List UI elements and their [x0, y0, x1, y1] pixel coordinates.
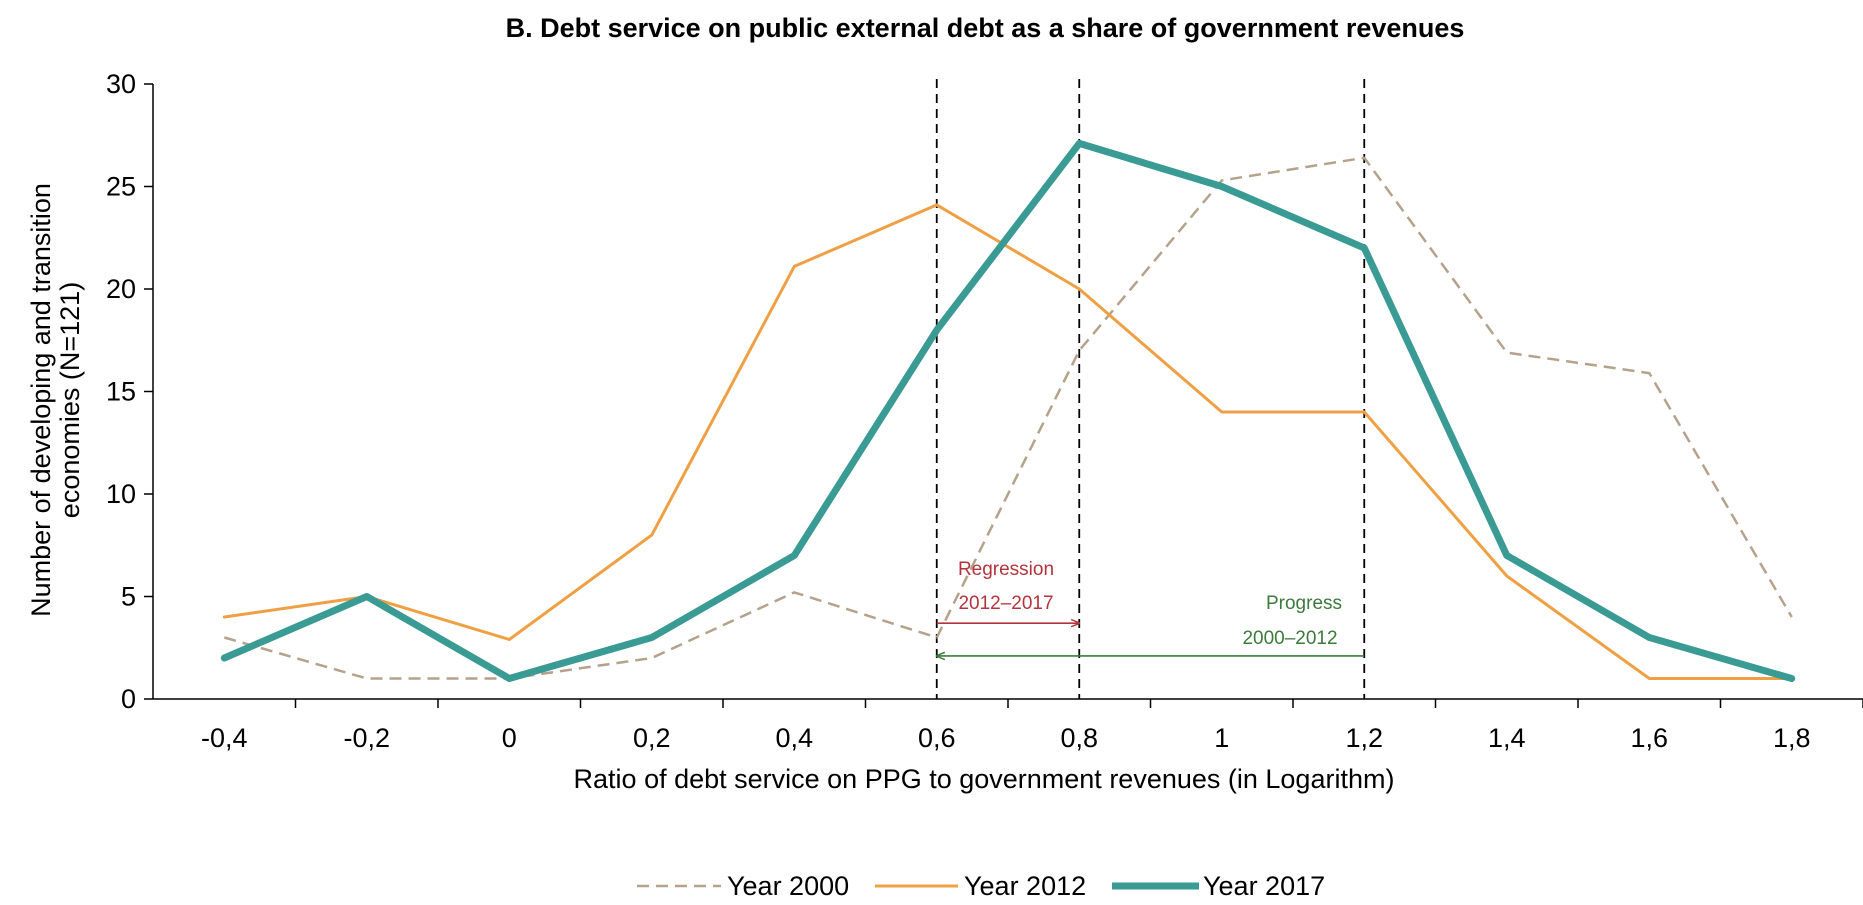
y-tick-label: 25 — [106, 172, 136, 202]
annotation-progress-line-2: 2000–2012 — [1242, 628, 1337, 649]
y-tick-label: 5 — [121, 582, 136, 612]
y-tick-label: 30 — [106, 69, 136, 99]
x-tick-label: 0,6 — [918, 723, 956, 753]
legend-label: Year 2017 — [1203, 871, 1325, 900]
series-layer — [220, 139, 1796, 682]
y-axis-label-line-1: Number of developing and transition — [26, 183, 56, 617]
legend-label: Year 2012 — [964, 871, 1086, 900]
x-tick-label: 1,2 — [1345, 723, 1383, 753]
y-axis-label: Number of developing and transition econ… — [26, 183, 85, 617]
y-tick-label: 15 — [106, 377, 136, 407]
chart-title: B. Debt service on public external debt … — [506, 13, 1465, 43]
x-tick-label: 0 — [502, 723, 517, 753]
y-tick-label: 10 — [106, 479, 136, 509]
annotation-regression-line-2: 2012–2017 — [958, 593, 1053, 614]
x-tick-label: 0,8 — [1060, 723, 1098, 753]
x-tick-label: -0,2 — [343, 723, 390, 753]
x-tick-label: 0,4 — [775, 723, 813, 753]
x-tick-label: 1,4 — [1488, 723, 1526, 753]
series-line-year-2017 — [220, 139, 1796, 682]
annotation-progress-line-1: Progress — [1266, 593, 1342, 614]
x-tick-label: 1 — [1214, 723, 1229, 753]
series-line-year-2000 — [223, 156, 1793, 680]
x-tick-label: 1,6 — [1630, 723, 1668, 753]
reference-lines — [935, 79, 1366, 699]
legend: Year 2000 Year 2012 Year 2017 — [637, 871, 1325, 901]
x-axis-label: Ratio of debt service on PPG to governme… — [574, 764, 1395, 794]
legend-label: Year 2000 — [727, 871, 849, 900]
y-tick-label: 0 — [121, 684, 136, 714]
y-tick-label: 20 — [106, 274, 136, 304]
x-tick-label: 0,2 — [633, 723, 671, 753]
x-tick-label: 1,8 — [1773, 723, 1811, 753]
axes: 0 5 10 15 20 25 30 -0,4 -0,2 0 0,2 0,4 0,6 0,8 1 1,2 1,4… — [106, 69, 1863, 753]
y-axis-label-line-2: economies (N=121) — [55, 282, 85, 518]
annotation-regression-line-1: Regression — [958, 559, 1054, 580]
annotations: Regression 2012–2017 Progress 2000–2012 — [937, 559, 1365, 656]
x-tick-label: -0,4 — [201, 723, 248, 753]
series-line-year-2012 — [222, 203, 1794, 680]
